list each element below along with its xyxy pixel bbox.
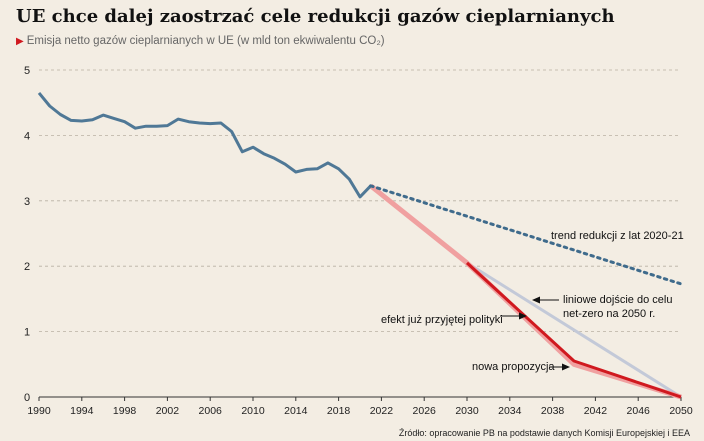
- chart-title: UE chce dalej zaostrzać cele redukcji ga…: [16, 6, 615, 27]
- annotation-layer: trend redukcji z lat 2020-21 liniowe doj…: [381, 230, 684, 373]
- series-line-historical: [37, 91, 372, 199]
- x-tick-label-1998: 1998: [113, 405, 137, 417]
- x-tick-label-2006: 2006: [199, 405, 223, 417]
- x-tick-label-2034: 2034: [498, 405, 522, 417]
- annotation-trend: trend redukcji z lat 2020-21: [551, 230, 684, 242]
- x-tick-label-2030: 2030: [455, 405, 479, 417]
- series-line-proposal: [465, 261, 682, 399]
- x-tick-label-1994: 1994: [70, 405, 94, 417]
- subtitle-marker-icon: ▶: [16, 36, 24, 47]
- x-tick-label-2014: 2014: [284, 405, 308, 417]
- y-tick-label-1: 1: [24, 327, 30, 339]
- x-tick-label-2018: 2018: [327, 405, 351, 417]
- y-tick-labels: 0 1 2 3 4 5: [24, 65, 30, 404]
- x-tick-label-2038: 2038: [541, 405, 565, 417]
- y-tick-label-4: 4: [24, 130, 30, 142]
- x-tick-label-2046: 2046: [627, 405, 651, 417]
- annotation-proposal: nowa propozycja: [472, 361, 555, 373]
- x-tick-label-2050: 2050: [669, 405, 693, 417]
- series-line-trend: [369, 184, 683, 286]
- x-tick-labels: 1990 1994 1998 2002 2006 2010 2014 2018 2022 2026…: [27, 397, 693, 417]
- annotation-linear-line1: liniowe dojście do celu: [563, 294, 672, 306]
- arrow-proposal: [549, 363, 570, 371]
- chart-subtitle: ▶ Emisja netto gazów cieplarnianych w UE …: [16, 35, 385, 47]
- x-tick-label-2042: 2042: [584, 405, 608, 417]
- x-tick-label-2010: 2010: [241, 405, 265, 417]
- x-tick-label-1990: 1990: [27, 405, 51, 417]
- series-layer: [37, 91, 683, 400]
- arrow-linear: [532, 296, 559, 304]
- x-tick-label-2022: 2022: [370, 405, 394, 417]
- annotation-linear-line2: net-zero na 2050 r.: [563, 308, 655, 320]
- x-tick-label-2026: 2026: [413, 405, 437, 417]
- y-tick-label-3: 3: [24, 196, 30, 208]
- x-tick-label-2002: 2002: [156, 405, 180, 417]
- arrow-policy: [500, 312, 527, 320]
- subtitle-text: Emisja netto gazów cieplarnianych w UE (…: [26, 35, 385, 47]
- y-tick-label-5: 5: [24, 65, 30, 77]
- annotation-policy: efekt już przyjętej polityki: [381, 314, 503, 326]
- y-tick-label-0: 0: [24, 392, 30, 404]
- series-line-linear: [466, 261, 682, 399]
- y-tick-label-2: 2: [24, 261, 30, 273]
- source-note: Źródło: opracowanie PB na podstawie dany…: [398, 428, 690, 438]
